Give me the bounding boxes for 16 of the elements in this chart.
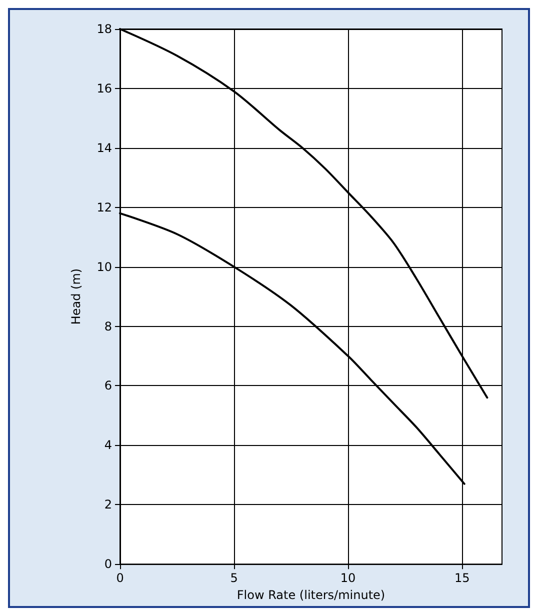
y-tick-label: 14 [96,140,112,155]
y-tick-label: 16 [96,81,112,96]
y-tick-label: 10 [96,260,112,274]
x-tick-label: 5 [230,571,238,586]
x-tick-label: 15 [454,571,470,586]
y-tick-label: 4 [104,438,112,452]
y-tick-label: 0 [104,557,112,572]
y-tick-label: 6 [104,378,112,393]
x-tick-label: 10 [340,571,356,586]
y-axis-title: Head (m) [69,268,83,325]
y-tick-label: 8 [104,319,112,334]
y-tick-label: 18 [96,22,112,36]
y-tick-label: 12 [96,200,112,214]
x-axis-title: Flow Rate (liters/minute) [236,588,386,602]
y-tick-label: 2 [104,498,112,512]
x-tick-label: 0 [116,571,124,586]
